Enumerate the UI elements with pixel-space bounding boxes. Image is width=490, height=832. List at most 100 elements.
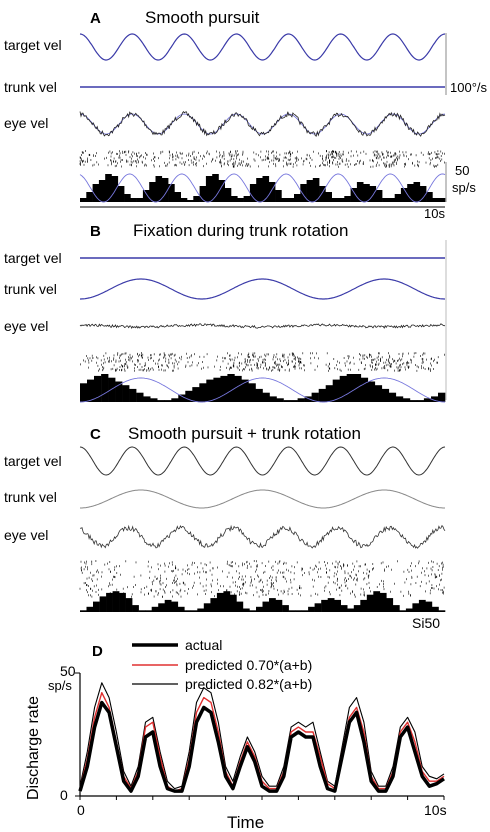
panel-b-letter: B <box>90 223 101 240</box>
panel-a-histogram-bar <box>155 176 163 202</box>
panel-c-histogram-bar <box>184 610 192 612</box>
panel-c-histogram-bar <box>405 608 413 612</box>
panel-b-histogram-bar <box>164 400 172 402</box>
panel-a-histogram-bar <box>205 176 213 202</box>
panel-c-letter: C <box>90 426 101 443</box>
panel-c-histogram-bar <box>301 610 309 612</box>
panel-b-title: Fixation during trunk rotation <box>133 221 348 240</box>
panel-a-histogram-bar <box>363 184 370 202</box>
panel-a-histogram-bar <box>300 184 307 202</box>
panel-a-title: Smooth pursuit <box>145 8 260 27</box>
panel-b-histogram-bar <box>409 400 418 402</box>
panel-c-histogram-bar <box>138 610 146 612</box>
panel-b-trace-label-eye: eye vel <box>4 318 48 334</box>
series-line-predicted-082 <box>79 682 445 790</box>
panel-c-histogram-bar <box>347 608 354 612</box>
panel-c-histogram-bar <box>112 591 120 612</box>
legend-label-predicted-082: predicted 0.82*(a+b) <box>185 676 312 692</box>
panel-b-histogram-bar <box>388 392 397 402</box>
panel-a-trace-label-target: target vel <box>4 37 62 53</box>
panel-b-histogram-bar <box>248 383 256 402</box>
panel-b-histogram-bar <box>360 377 369 402</box>
panel-b-histogram-bar <box>115 381 123 402</box>
panel-c-histogram-bar <box>151 606 159 612</box>
panel-a-histogram-bar <box>312 178 320 202</box>
panel-c-histogram-bar <box>353 605 361 612</box>
panel-c-histogram-bar <box>379 592 387 612</box>
panel-c-histogram-bar <box>314 603 322 612</box>
panel-c-histogram-bar <box>399 610 407 612</box>
legend-label-actual: actual <box>185 637 222 653</box>
panel-c-histogram-bar <box>432 606 439 612</box>
panel-c-histogram-bar <box>171 601 179 612</box>
panel-a-trace-label-trunk: trunk vel <box>4 79 57 95</box>
y-tick-label-min: 0 <box>60 787 68 803</box>
panel-a-histogram-bar <box>356 182 364 202</box>
panel-a-histogram-bar <box>249 184 257 202</box>
panel-a-histogram-bar <box>438 198 446 202</box>
panel-b-histogram-bar <box>87 379 95 402</box>
panel-c-histogram-bar <box>308 606 315 612</box>
panel-b-histogram-bar <box>108 377 116 402</box>
panel-a-histogram-bar <box>142 190 150 202</box>
panel-a-histogram-bar <box>117 186 125 202</box>
panel-c-histogram-bar <box>425 601 433 612</box>
panel-b-histogram-bar <box>80 383 88 402</box>
panel-a-histogram-bar <box>161 178 169 202</box>
x-axis-title: Time <box>227 813 264 832</box>
panel-c-histogram-bar <box>223 591 231 612</box>
panel-c-histogram-bar <box>197 608 205 612</box>
panel-b-histogram-bar <box>339 375 347 402</box>
panel-b-histogram-bar <box>332 379 340 402</box>
panel-a-histogram-bar <box>419 186 427 202</box>
panel-a-histogram-bar <box>426 192 433 202</box>
panel-b-histogram-bar <box>185 390 193 402</box>
panel-c-histogram-bar <box>132 605 139 612</box>
panel-c-trace-label-eye: eye vel <box>4 527 48 543</box>
panel-b-histogram-bar <box>129 388 137 402</box>
panel-a-histogram-bar <box>124 194 131 202</box>
panel-a-histogram-bar <box>350 188 358 202</box>
panel-b-histogram-bar <box>374 385 383 402</box>
panel-a-histogram-bar <box>281 198 288 202</box>
panel-c-histogram-bar <box>373 591 381 612</box>
panel-a-eye-velocity-fit <box>79 113 446 135</box>
panel-a-histogram-bar <box>407 184 414 202</box>
panel-b-histogram-bar <box>241 379 249 402</box>
trace-layer <box>75 33 447 800</box>
panel-c-histogram-bar <box>366 594 374 612</box>
rate-scale-unit: sp/s <box>452 180 476 195</box>
panel-b-histogram-bar <box>227 374 235 402</box>
panel-c-histogram-bar <box>386 598 394 612</box>
panel-a-histogram-bar <box>388 198 395 202</box>
panel-b-histogram-bar <box>101 374 109 402</box>
panel-b-histogram-bar <box>171 398 179 402</box>
panel-a-histogram-bar <box>105 174 112 202</box>
panel-b-histogram-bar <box>367 381 376 402</box>
panel-a-histogram-bar <box>369 186 377 202</box>
panel-c-histogram-bar <box>86 606 94 612</box>
panel-b-histogram-bar <box>143 396 151 402</box>
panel-c-histogram-bar <box>80 610 87 612</box>
panel-c-title: Smooth pursuit + trunk rotation <box>128 424 361 443</box>
panel-c-histogram-bar <box>210 598 218 612</box>
panel-c-histogram-bar <box>125 598 133 612</box>
panel-a-histogram-bar <box>382 198 389 202</box>
panel-a-histogram-bar <box>287 198 295 202</box>
panel-b-histogram-bar <box>94 375 102 402</box>
panel-b-histogram-fit <box>80 377 445 403</box>
panel-a-histogram-bar <box>180 198 188 202</box>
panel-a-histogram-bar <box>187 200 194 202</box>
velocity-scale-label: 100°/s <box>450 80 488 95</box>
panel-d-letter: D <box>92 643 103 660</box>
panel-b-histogram-bar <box>150 398 158 402</box>
panel-a-histogram-bar <box>325 192 332 202</box>
panel-c-histogram-bar <box>282 605 289 612</box>
panel-c-histogram-bar <box>256 606 263 612</box>
panel-c-trace-label-trunk: trunk vel <box>4 489 57 505</box>
panel-b-histogram-bar <box>346 374 354 402</box>
panel-a-histogram-bar <box>243 196 251 202</box>
panel-b-histogram-bar <box>318 388 326 402</box>
panel-b-trace-label-target: target vel <box>4 250 62 266</box>
panel-b-histogram-bar <box>206 379 214 402</box>
